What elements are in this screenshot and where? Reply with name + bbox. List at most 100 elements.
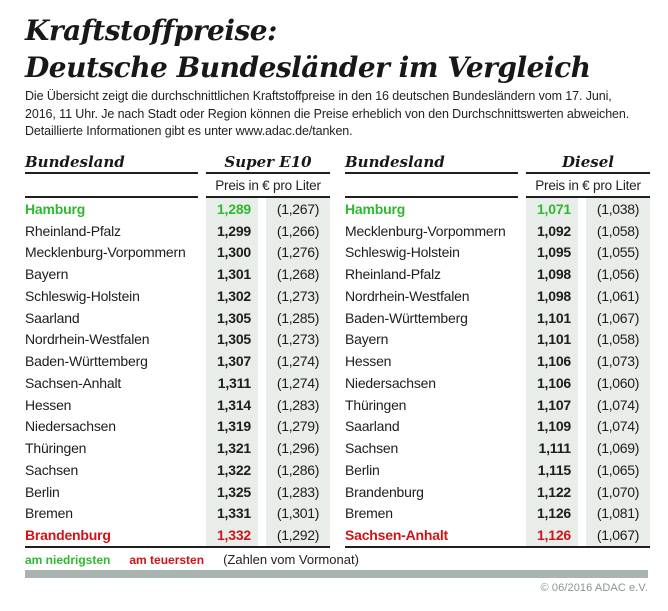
table-row: Hamburg 1,289 (1,267) <box>25 198 330 220</box>
state-name: Baden-Württemberg <box>345 309 468 326</box>
previous-month-price: (1,038) <box>586 198 650 220</box>
table-row: Schleswig-Holstein 1,302 (1,273) <box>25 285 330 307</box>
previous-month-price: (1,266) <box>266 219 330 242</box>
state-name: Nordrhein-Westfalen <box>25 331 150 348</box>
state-name: Sachsen <box>345 440 399 457</box>
state-name: Mecklenburg-Vorpommern <box>25 244 186 261</box>
previous-month-price: (1,060) <box>586 372 650 394</box>
previous-month-price: (1,273) <box>266 285 330 307</box>
table-row: Saarland 1,305 (1,285) <box>25 306 330 329</box>
previous-month-price: (1,274) <box>266 372 330 394</box>
state-name: Brandenburg <box>25 527 111 544</box>
state-name: Hessen <box>345 353 392 370</box>
previous-month-price: (1,273) <box>266 328 330 351</box>
state-name: Mecklenburg-Vorpommern <box>345 222 506 239</box>
column-header-fuel-type: Diesel <box>562 153 614 171</box>
table-row: Berlin 1,115 (1,065) <box>345 459 650 481</box>
legend-previous-month-note: (Zahlen vom Vormonat) <box>223 552 359 567</box>
title-line-1: Kraftstoffpreise: <box>25 14 277 47</box>
table-body: Hamburg 1,289 (1,267) Rheinland-Pfalz 1,299 (… <box>25 198 330 546</box>
current-price: 1,111 <box>526 437 578 459</box>
state-name: Rheinland-Pfalz <box>345 266 441 283</box>
current-price: 1,107 <box>526 393 578 416</box>
previous-month-price: (1,058) <box>586 328 650 351</box>
table-row: Bayern 1,101 (1,058) <box>345 328 650 351</box>
previous-month-price: (1,274) <box>266 350 330 372</box>
state-name: Schleswig-Holstein <box>345 244 460 261</box>
table-bottom-divider <box>25 546 330 548</box>
state-name: Hamburg <box>345 200 406 217</box>
previous-month-price: (1,267) <box>266 198 330 220</box>
current-price: 1,314 <box>206 393 258 416</box>
previous-month-price: (1,055) <box>586 241 650 264</box>
state-name: Niedersachsen <box>345 374 436 391</box>
table-row: Brandenburg 1,332 (1,292) <box>25 524 330 546</box>
current-price: 1,305 <box>206 306 258 329</box>
column-header-fuel-type: Super E10 <box>224 153 312 171</box>
legend-lowest-label: am niedrigsten <box>25 553 111 567</box>
current-price: 1,331 <box>206 502 258 525</box>
current-price: 1,325 <box>206 480 258 503</box>
page-title: Kraftstoffpreise: Deutsche Bundesländer … <box>25 12 591 86</box>
previous-month-price: (1,070) <box>586 480 650 503</box>
previous-month-price: (1,301) <box>266 502 330 525</box>
table-row: Bremen 1,331 (1,301) <box>25 502 330 525</box>
table-row: Schleswig-Holstein 1,095 (1,055) <box>345 241 650 264</box>
table-row: Sachsen 1,322 (1,286) <box>25 459 330 481</box>
table-row: Nordrhein-Westfalen 1,305 (1,273) <box>25 328 330 351</box>
current-price: 1,098 <box>526 285 578 307</box>
table-super-e10: Bundesland Super E10 Preis in € pro Lite… <box>25 152 330 548</box>
previous-month-price: (1,065) <box>586 459 650 481</box>
current-price: 1,122 <box>526 480 578 503</box>
previous-month-price: (1,283) <box>266 393 330 416</box>
table-bottom-divider <box>345 546 650 548</box>
state-name: Sachsen-Anhalt <box>345 527 448 544</box>
previous-month-price: (1,056) <box>586 263 650 285</box>
table-header-row: Bundesland Super E10 <box>25 152 330 172</box>
table-row: Baden-Württemberg 1,101 (1,067) <box>345 306 650 329</box>
state-name: Baden-Württemberg <box>25 353 148 370</box>
intro-line: Die Übersicht zeigt die durchschnittlich… <box>25 89 612 103</box>
table-subheader-row: Preis in € pro Liter <box>345 174 650 196</box>
current-price: 1,319 <box>206 415 258 438</box>
state-name: Bremen <box>25 505 73 522</box>
state-name: Saarland <box>25 309 80 326</box>
state-name: Saarland <box>345 418 400 435</box>
previous-month-price: (1,276) <box>266 241 330 264</box>
current-price: 1,289 <box>206 198 258 220</box>
current-price: 1,126 <box>526 502 578 525</box>
table-body: Hamburg 1,071 (1,038) Mecklenburg-Vorpommer… <box>345 198 650 546</box>
current-price: 1,322 <box>206 459 258 481</box>
current-price: 1,311 <box>206 372 258 394</box>
current-price: 1,095 <box>526 241 578 264</box>
table-header-row: Bundesland Diesel <box>345 152 650 172</box>
state-name: Berlin <box>345 461 380 478</box>
table-row: Saarland 1,109 (1,074) <box>345 415 650 438</box>
previous-month-price: (1,061) <box>586 285 650 307</box>
current-price: 1,301 <box>206 263 258 285</box>
previous-month-price: (1,283) <box>266 480 330 503</box>
current-price: 1,092 <box>526 219 578 242</box>
current-price: 1,106 <box>526 372 578 394</box>
current-price: 1,126 <box>526 524 578 546</box>
state-name: Nordrhein-Westfalen <box>345 287 470 304</box>
legend-highest-label: am teuersten <box>129 553 205 567</box>
current-price: 1,101 <box>526 306 578 329</box>
current-price: 1,300 <box>206 241 258 264</box>
table-row: Niedersachsen 1,106 (1,060) <box>345 372 650 394</box>
intro-line: Detaillierte Informationen gibt es unter… <box>25 124 353 138</box>
state-name: Brandenburg <box>345 483 424 500</box>
table-row: Niedersachsen 1,319 (1,279) <box>25 415 330 438</box>
table-row: Sachsen-Anhalt 1,311 (1,274) <box>25 372 330 394</box>
table-row: Bayern 1,301 (1,268) <box>25 263 330 285</box>
state-name: Thüringen <box>345 396 407 413</box>
table-row: Nordrhein-Westfalen 1,098 (1,061) <box>345 285 650 307</box>
table-row: Sachsen-Anhalt 1,126 (1,067) <box>345 524 650 546</box>
previous-month-price: (1,268) <box>266 263 330 285</box>
current-price: 1,305 <box>206 328 258 351</box>
intro-text: Die Übersicht zeigt die durchschnittlich… <box>25 88 657 141</box>
table-row: Hamburg 1,071 (1,038) <box>345 198 650 220</box>
table-diesel: Bundesland Diesel Preis in € pro Liter H… <box>345 152 650 548</box>
subheader-divider <box>25 196 330 198</box>
state-name: Hessen <box>25 396 72 413</box>
